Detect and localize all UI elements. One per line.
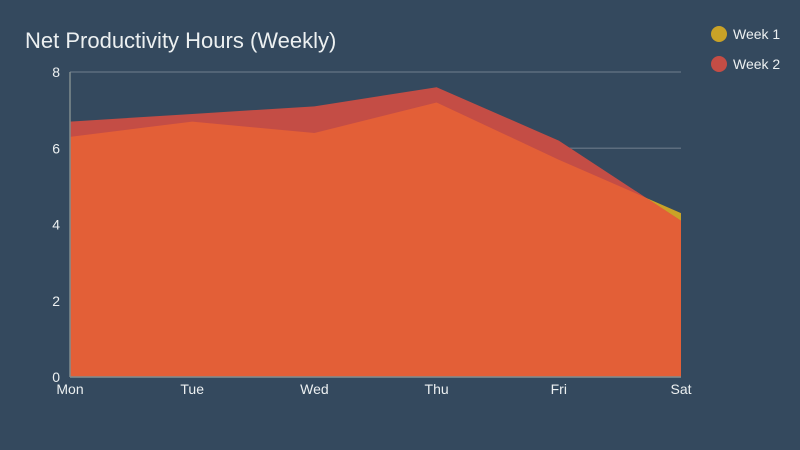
legend-label: Week 2: [733, 56, 780, 72]
y-tick-label: 6: [52, 140, 60, 156]
x-tick-label: Thu: [425, 381, 449, 397]
y-tick-labels: 0 2 4 6 8: [52, 64, 60, 385]
x-tick-label: Tue: [180, 381, 204, 397]
legend-item[interactable]: Week 2: [711, 56, 780, 72]
y-tick-label: 4: [52, 217, 60, 233]
legend: Week 1 Week 2: [711, 26, 780, 72]
legend-item[interactable]: Week 1: [711, 26, 780, 42]
legend-swatch: [711, 26, 727, 42]
x-tick-label: Wed: [300, 381, 329, 397]
x-tick-label: Sat: [670, 381, 691, 397]
y-tick-label: 8: [52, 64, 60, 80]
legend-label: Week 1: [733, 26, 780, 42]
y-tick-label: 2: [52, 293, 60, 309]
areas: [70, 87, 681, 377]
y-tick-label: 0: [52, 369, 60, 385]
area-overlap: [70, 102, 681, 377]
legend-swatch: [711, 56, 727, 72]
x-tick-label: Fri: [551, 381, 567, 397]
x-tick-labels: Mon Tue Wed Thu Fri Sat: [56, 381, 691, 397]
chart-title: Net Productivity Hours (Weekly): [25, 28, 336, 53]
x-tick-label: Mon: [56, 381, 83, 397]
